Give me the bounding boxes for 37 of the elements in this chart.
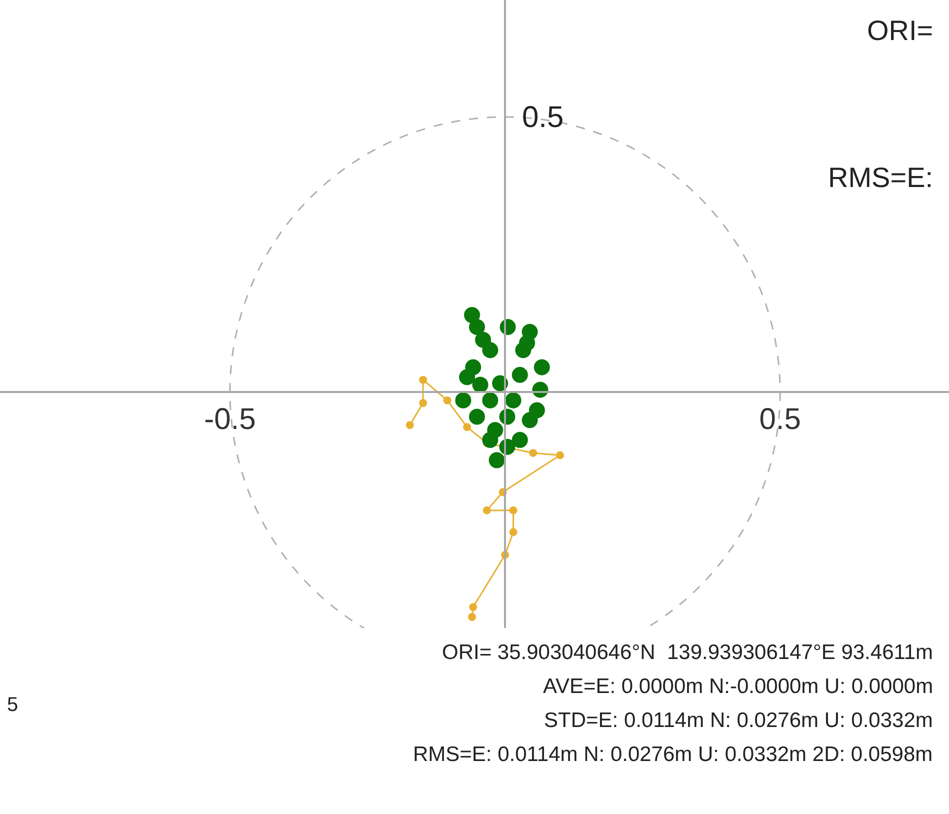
point xyxy=(556,451,564,460)
text: RMS=E: xyxy=(828,162,934,193)
text: 0.5 xyxy=(522,101,564,134)
x-tick-label: -0.5 xyxy=(204,403,256,436)
point xyxy=(406,421,414,430)
point xyxy=(515,342,532,358)
point xyxy=(487,422,504,438)
point xyxy=(488,452,505,468)
text: 5 xyxy=(7,694,18,716)
point xyxy=(528,402,545,418)
point xyxy=(468,613,476,621)
point xyxy=(463,423,472,432)
text: AVE=E: 0.0000m N:-0.0000m U: 0.0000m xyxy=(543,675,934,698)
text: RMS=E: 0.0114m N: 0.0276m U: 0.0332m 2D: 0.0598m xyxy=(413,743,933,766)
point xyxy=(529,448,538,457)
point xyxy=(512,366,528,383)
point xyxy=(509,506,518,514)
point xyxy=(469,603,478,612)
point xyxy=(468,408,485,425)
point xyxy=(482,392,498,408)
point xyxy=(419,376,428,384)
text: STD=E: 0.0114m N: 0.0276m U: 0.0332m xyxy=(544,709,933,732)
point xyxy=(482,506,491,514)
point xyxy=(505,392,522,408)
point xyxy=(419,399,428,408)
point xyxy=(465,359,482,376)
point xyxy=(509,528,518,536)
point xyxy=(482,342,498,358)
point xyxy=(512,432,528,448)
point xyxy=(472,376,488,393)
text: ORI= 35.903040646°N 139.939306147°E 93.4611m xyxy=(442,641,934,664)
point xyxy=(455,392,472,408)
point xyxy=(464,307,480,324)
text: ORI= xyxy=(867,15,934,46)
point xyxy=(534,359,550,376)
point xyxy=(468,318,485,335)
point xyxy=(443,396,452,404)
